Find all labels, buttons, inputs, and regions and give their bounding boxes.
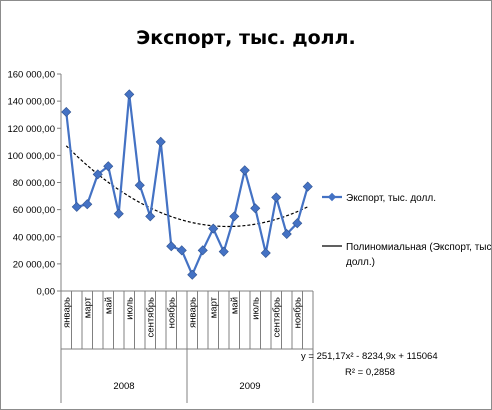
data-point-marker — [260, 248, 271, 259]
data-point-marker — [239, 165, 250, 176]
plot-area: 0,00 20 000,00 40 000,00 60 000,00 80 000,00… — [7, 70, 438, 403]
x-tick-label: май — [103, 297, 114, 314]
data-point-marker — [302, 181, 313, 192]
series-line — [65, 93, 309, 276]
data-point-marker — [208, 223, 219, 234]
legend-series-label: Экспорт, тыс. долл. — [346, 193, 436, 204]
data-point-marker — [92, 169, 103, 180]
y-tick-label: 40 000,00 — [13, 232, 55, 243]
data-point-marker — [187, 269, 198, 280]
x-tick-label: сентябрь — [271, 297, 282, 337]
data-point-marker — [113, 208, 124, 219]
chart-title: Экспорт, тыс. долл. — [136, 27, 355, 49]
data-point-marker — [82, 199, 93, 210]
data-point-marker — [124, 89, 135, 100]
data-point-marker — [134, 180, 145, 191]
y-tick-label: 160 000,00 — [7, 70, 55, 81]
legend-trendline-label: Полиномиальная (Экспорт, тыс. долл.) — [346, 242, 491, 268]
x-tick-label: июль — [124, 297, 135, 320]
y-tick-label: 20 000,00 — [13, 259, 55, 270]
data-point-marker — [197, 245, 208, 256]
y-tick-label: 0,00 — [37, 287, 56, 298]
data-point-marker — [155, 136, 166, 147]
x-tick-label: январь — [187, 297, 198, 328]
year-label: 2008 — [113, 381, 134, 392]
data-point-marker — [145, 211, 156, 222]
data-point-marker — [61, 106, 72, 117]
x-tick-label: март — [208, 296, 219, 318]
data-point-marker — [218, 246, 229, 257]
trendline — [65, 145, 309, 228]
y-tick-label: 60 000,00 — [13, 205, 55, 216]
y-tick-label: 120 000,00 — [7, 124, 55, 135]
trendline-r-squared: R² = 0,2858 — [345, 367, 395, 378]
data-point-marker — [250, 203, 261, 214]
trendline-equation: y = 251,17x² - 8234,9x + 115064 — [301, 351, 438, 362]
data-point-marker — [271, 192, 282, 203]
data-point-marker — [103, 161, 114, 172]
y-tick-label: 100 000,00 — [7, 151, 55, 162]
data-point-marker — [229, 211, 240, 222]
x-tick-label: март — [82, 296, 93, 318]
x-tick-label: май — [229, 297, 240, 314]
x-tick-label: ноябрь — [292, 297, 303, 328]
y-tick-label: 80 000,00 — [13, 178, 55, 189]
data-point-marker — [281, 229, 292, 240]
x-tick-label: ноябрь — [166, 297, 177, 328]
x-tick-label: сентябрь — [145, 297, 156, 337]
x-tick-label: июль — [250, 297, 261, 320]
y-tick-label: 140 000,00 — [7, 97, 55, 108]
x-tick-label: январь — [61, 297, 72, 328]
year-label: 2009 — [239, 381, 260, 392]
legend-series-marker — [327, 192, 337, 202]
legend: Экспорт, тыс. долл. Полиномиальная (Экспо… — [322, 192, 491, 268]
data-point-marker — [292, 218, 303, 229]
data-point-marker — [166, 241, 177, 252]
data-point-marker — [71, 201, 82, 212]
data-point-marker — [176, 245, 187, 256]
